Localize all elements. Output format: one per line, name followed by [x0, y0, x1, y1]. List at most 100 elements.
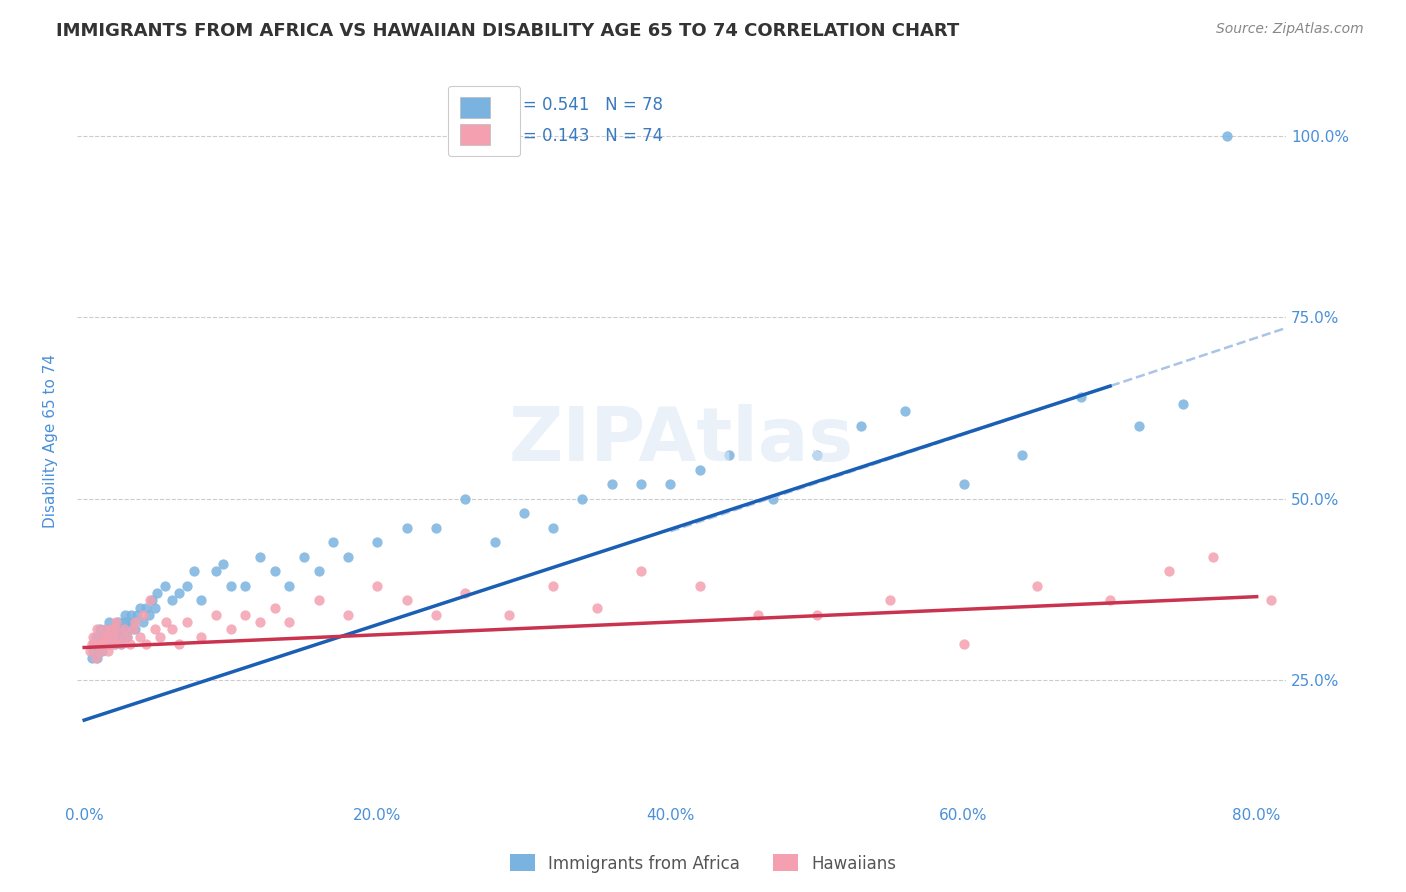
- Point: [98, 637, 121, 651]
- Point: [121, 615, 143, 629]
- Point: [101, 623, 124, 637]
- Point: [806, 607, 828, 622]
- Point: [1260, 593, 1282, 607]
- Point: [100, 623, 122, 637]
- Point: [111, 623, 134, 637]
- Point: [132, 607, 155, 622]
- Point: [425, 521, 447, 535]
- Point: [1319, 593, 1341, 607]
- Point: [600, 477, 623, 491]
- Point: [263, 600, 285, 615]
- Point: [366, 535, 388, 549]
- Point: [84, 630, 107, 644]
- Text: R = 0.541   N = 78: R = 0.541 N = 78: [506, 95, 664, 113]
- Point: [83, 637, 105, 651]
- Point: [219, 579, 242, 593]
- Point: [141, 593, 163, 607]
- Point: [1099, 593, 1122, 607]
- Point: [87, 637, 110, 651]
- Point: [952, 637, 974, 651]
- Point: [1070, 390, 1092, 404]
- Point: [128, 600, 150, 615]
- Point: [93, 637, 115, 651]
- Point: [96, 630, 118, 644]
- Point: [630, 477, 652, 491]
- Point: [105, 623, 128, 637]
- Point: [689, 579, 711, 593]
- Point: [454, 586, 477, 600]
- Point: [169, 586, 191, 600]
- Text: R = 0.143   N = 74: R = 0.143 N = 74: [506, 127, 664, 145]
- Point: [176, 579, 198, 593]
- Point: [278, 579, 301, 593]
- Point: [183, 564, 205, 578]
- Point: [121, 623, 143, 637]
- Point: [83, 637, 105, 651]
- Point: [112, 623, 135, 637]
- Point: [630, 564, 652, 578]
- Point: [132, 615, 155, 629]
- Point: [143, 623, 166, 637]
- Point: [689, 462, 711, 476]
- Point: [108, 630, 131, 644]
- Point: [98, 615, 121, 629]
- Point: [366, 579, 388, 593]
- Legend: Immigrants from Africa, Hawaiians: Immigrants from Africa, Hawaiians: [503, 847, 903, 880]
- Point: [120, 607, 142, 622]
- Point: [1392, 593, 1406, 607]
- Point: [1202, 549, 1225, 564]
- Point: [143, 600, 166, 615]
- Point: [96, 623, 118, 637]
- Point: [82, 630, 104, 644]
- Point: [235, 579, 257, 593]
- Point: [146, 586, 169, 600]
- Point: [1362, 579, 1385, 593]
- Point: [86, 623, 108, 637]
- Point: [1157, 564, 1180, 578]
- Point: [80, 651, 103, 665]
- Point: [762, 491, 785, 506]
- Point: [82, 644, 104, 658]
- Point: [101, 630, 124, 644]
- Legend:  ,  : ,: [449, 86, 520, 156]
- Point: [205, 564, 228, 578]
- Point: [278, 615, 301, 629]
- Point: [513, 506, 536, 520]
- Point: [124, 615, 146, 629]
- Point: [110, 637, 132, 651]
- Point: [115, 630, 138, 644]
- Point: [112, 615, 135, 629]
- Point: [395, 593, 418, 607]
- Point: [135, 600, 157, 615]
- Point: [212, 557, 235, 571]
- Point: [894, 404, 917, 418]
- Point: [118, 623, 141, 637]
- Point: [263, 564, 285, 578]
- Point: [107, 615, 129, 629]
- Point: [205, 607, 228, 622]
- Point: [97, 630, 120, 644]
- Text: ZIPAtlas: ZIPAtlas: [509, 404, 853, 477]
- Point: [169, 637, 191, 651]
- Point: [118, 637, 141, 651]
- Point: [103, 637, 125, 651]
- Text: IMMIGRANTS FROM AFRICA VS HAWAIIAN DISABILITY AGE 65 TO 74 CORRELATION CHART: IMMIGRANTS FROM AFRICA VS HAWAIIAN DISAB…: [56, 22, 959, 40]
- Point: [135, 637, 157, 651]
- Point: [806, 448, 828, 462]
- Point: [337, 549, 360, 564]
- Point: [308, 593, 330, 607]
- Point: [571, 491, 593, 506]
- Point: [1128, 419, 1150, 434]
- Point: [395, 521, 418, 535]
- Point: [952, 477, 974, 491]
- Point: [139, 593, 162, 607]
- Text: Source: ZipAtlas.com: Source: ZipAtlas.com: [1216, 22, 1364, 37]
- Point: [322, 535, 344, 549]
- Point: [160, 623, 183, 637]
- Point: [498, 607, 520, 622]
- Point: [87, 637, 110, 651]
- Point: [747, 607, 769, 622]
- Point: [541, 521, 564, 535]
- Point: [104, 623, 127, 637]
- Point: [249, 615, 271, 629]
